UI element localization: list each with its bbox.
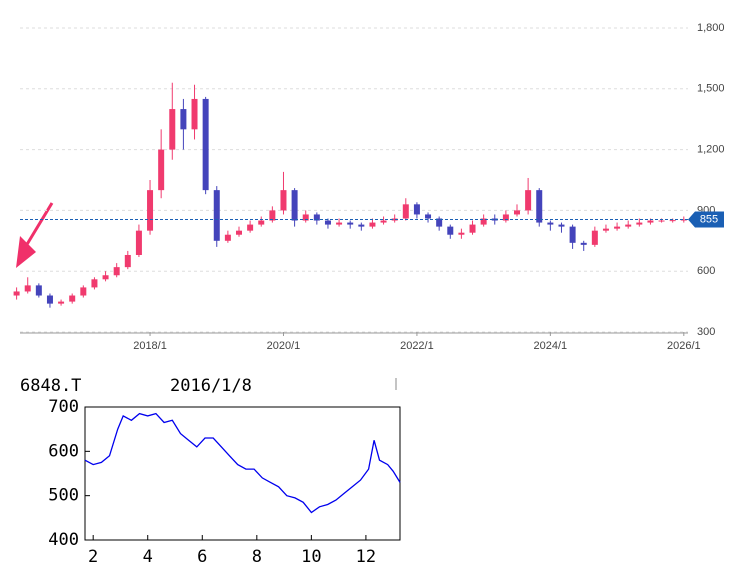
- y-tick-label: 600: [48, 441, 79, 461]
- candle-body: [558, 224, 565, 227]
- candle-body: [391, 218, 398, 221]
- candle-body: [224, 234, 231, 241]
- y-tick-label: 1,800: [697, 22, 725, 34]
- y-tick-label: 600: [697, 265, 715, 277]
- candle-body: [625, 224, 632, 227]
- current-price-tag: [688, 211, 724, 228]
- candle-body: [313, 214, 320, 221]
- candle-body: [13, 291, 20, 296]
- y-tick-label: 700: [48, 397, 79, 417]
- candle-body: [291, 190, 298, 221]
- y-tick-label: 1,500: [697, 83, 725, 95]
- candle-body: [580, 242, 587, 245]
- candle-body: [158, 149, 165, 191]
- candle-body: [202, 98, 209, 191]
- candle-body: [358, 224, 365, 227]
- candle-body: [269, 210, 276, 221]
- ticker: 6848.T: [20, 376, 81, 396]
- candle-body: [458, 232, 465, 235]
- x-tick-label: 2020/1: [267, 340, 301, 352]
- candle-body: [514, 210, 520, 215]
- candle-body: [247, 224, 254, 231]
- candle-body: [480, 218, 487, 225]
- y-tick-label: 500: [48, 486, 79, 506]
- candle-body: [536, 190, 543, 223]
- candle-body: [258, 220, 265, 225]
- candle-body: [324, 220, 331, 225]
- candle-body: [91, 279, 98, 288]
- candle-body: [80, 287, 87, 296]
- x-tick-label: 10: [301, 547, 321, 567]
- candle-body: [547, 222, 554, 225]
- candle-body: [113, 267, 120, 276]
- candle-body: [69, 295, 76, 302]
- y-tick-label: 1,200: [697, 144, 725, 156]
- candle-body: [347, 222, 354, 225]
- candle-body: [236, 230, 242, 235]
- candle-body: [147, 190, 154, 231]
- candle-body: [213, 190, 220, 241]
- candle-body: [436, 218, 443, 227]
- y-tick-label: 300: [697, 326, 715, 338]
- candle-body: [135, 230, 142, 255]
- candle-body: [425, 214, 432, 219]
- candle-body: [102, 275, 109, 280]
- candle-body: [24, 285, 31, 292]
- x-tick-label: 8: [252, 547, 262, 567]
- candle-body: [591, 230, 598, 245]
- candle-body: [191, 98, 198, 130]
- x-tick-label: 2: [88, 547, 98, 567]
- candle-body: [669, 220, 676, 222]
- x-tick-label: 12: [356, 547, 376, 567]
- candle-body: [380, 220, 387, 223]
- arrow-head: [16, 236, 36, 268]
- candle-body: [636, 222, 643, 225]
- candle-body: [647, 220, 654, 223]
- candle-body: [614, 226, 621, 229]
- candle-body: [46, 295, 53, 304]
- x-tick-label: 4: [143, 547, 153, 567]
- candle-body: [413, 204, 420, 215]
- candle-body: [35, 285, 42, 296]
- price-line: [84, 412, 401, 514]
- date: 2016/1/8: [170, 376, 252, 396]
- x-tick-label: 2022/1: [400, 340, 434, 352]
- candle-body: [602, 228, 609, 231]
- candle-body: [402, 204, 409, 219]
- candle-body: [302, 214, 309, 221]
- y-tick-label: 400: [48, 530, 79, 550]
- candle-body: [336, 222, 343, 225]
- candle-body: [180, 109, 187, 130]
- x-tick-label: 2018/1: [133, 340, 167, 352]
- candle-body: [469, 224, 476, 233]
- x-tick-label: 2026/1: [667, 340, 701, 352]
- candle-body: [658, 220, 665, 222]
- candle-body: [491, 218, 498, 221]
- candle-body: [447, 226, 454, 235]
- current-price-label: 855: [700, 213, 718, 225]
- candle-body: [502, 214, 509, 221]
- x-tick-label: 2024/1: [534, 340, 568, 352]
- candle-body: [124, 254, 131, 268]
- candle-body: [58, 301, 65, 304]
- arrow: [24, 202, 54, 247]
- candle-body: [169, 109, 176, 150]
- candle-body: [369, 222, 376, 227]
- candle-body: [525, 190, 532, 211]
- x-tick-label: 6: [197, 547, 207, 567]
- candle-body: [569, 226, 576, 243]
- candle-body: [280, 190, 287, 211]
- plot-frame: [84, 406, 401, 541]
- candle-body: [680, 219, 687, 221]
